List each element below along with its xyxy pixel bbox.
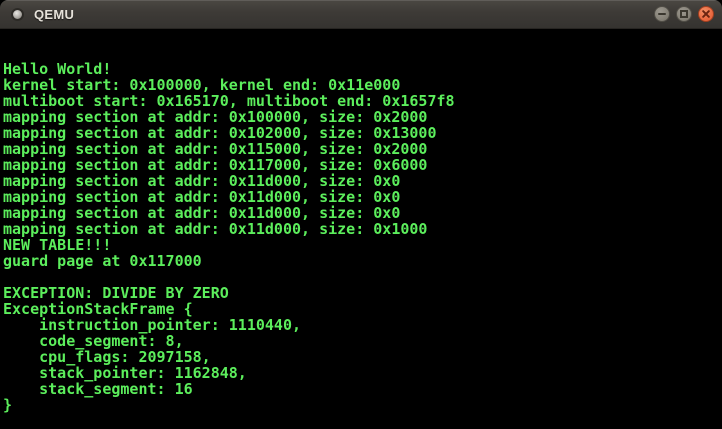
maximize-icon xyxy=(680,10,688,18)
console-output: Hello World! kernel start: 0x100000, kern… xyxy=(0,29,722,429)
console-line: stack_pointer: 1162848, xyxy=(3,364,247,382)
console-line: mapping section at addr: 0x11d000, size:… xyxy=(3,188,401,206)
console-line: Hello World! xyxy=(3,60,112,78)
console-line: kernel start: 0x100000, kernel end: 0x11… xyxy=(3,76,401,94)
console-line: mapping section at addr: 0x11d000, size:… xyxy=(3,204,401,222)
console-line: mapping section at addr: 0x11d000, size:… xyxy=(3,172,401,190)
window-controls xyxy=(654,6,714,22)
minimize-icon xyxy=(658,13,666,15)
window-title: QEMU xyxy=(34,6,75,22)
console-line: mapping section at addr: 0x100000, size:… xyxy=(3,108,428,126)
console-line: stack_segment: 16 xyxy=(3,380,193,398)
console-line: NEW TABLE!!! xyxy=(3,236,112,254)
qemu-app-icon xyxy=(11,7,24,21)
console-line: code_segment: 8, xyxy=(3,332,184,350)
close-icon xyxy=(701,9,711,19)
console-line: mapping section at addr: 0x11d000, size:… xyxy=(3,220,428,238)
minimize-button[interactable] xyxy=(654,6,670,22)
console-line: ExceptionStackFrame { xyxy=(3,300,193,318)
console-line: } xyxy=(3,396,13,414)
console-line xyxy=(3,269,722,285)
titlebar[interactable]: QEMU xyxy=(0,0,722,29)
console-line: EXCEPTION: DIVIDE BY ZERO xyxy=(3,284,229,302)
maximize-button[interactable] xyxy=(676,6,692,22)
console-line: mapping section at addr: 0x115000, size:… xyxy=(3,140,428,158)
close-button[interactable] xyxy=(698,6,714,22)
console-line: multiboot start: 0x165170, multiboot end… xyxy=(3,92,455,110)
console-line: guard page at 0x117000 xyxy=(3,252,202,270)
console-line: mapping section at addr: 0x117000, size:… xyxy=(3,156,428,174)
console-line: instruction_pointer: 1110440, xyxy=(3,316,302,334)
console-line: cpu_flags: 2097158, xyxy=(3,348,211,366)
console-line: mapping section at addr: 0x102000, size:… xyxy=(3,124,437,142)
